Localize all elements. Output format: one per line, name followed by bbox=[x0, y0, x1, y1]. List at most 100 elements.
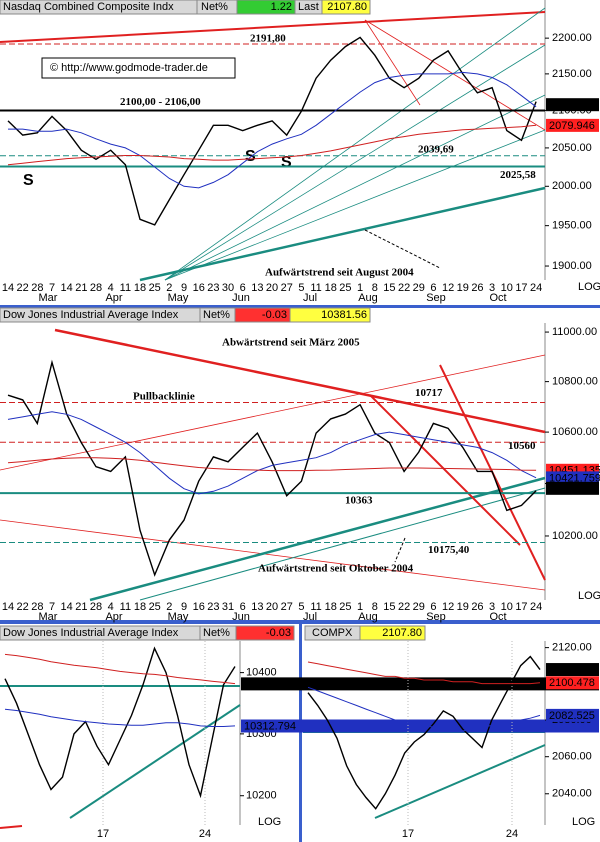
price-line bbox=[307, 655, 541, 810]
month-label: Mar bbox=[39, 611, 58, 623]
x-tick-label: 13 bbox=[251, 282, 263, 294]
marker-s: S bbox=[281, 154, 292, 171]
x-tick-label: 8 bbox=[372, 601, 378, 613]
x-tick-label: 19 bbox=[457, 282, 469, 294]
month-label: Aug bbox=[358, 292, 378, 304]
level-label: 2100,00 - 2106,00 bbox=[120, 96, 201, 108]
net-label: Net% bbox=[201, 1, 228, 13]
header-box bbox=[321, 0, 371, 15]
price-line bbox=[7, 36, 537, 226]
log-label: LOG bbox=[572, 816, 595, 828]
trend-line bbox=[164, 44, 546, 281]
x-tick-label: 11 bbox=[120, 601, 131, 613]
log-label: LOG bbox=[578, 281, 600, 293]
price-box-label: 10312.794 bbox=[244, 720, 296, 732]
y-tick-label: 1900.00 bbox=[552, 260, 592, 272]
x-tick-label: 10 bbox=[501, 282, 513, 294]
chart-title: COMPX bbox=[312, 627, 353, 639]
trend-line bbox=[89, 476, 546, 602]
log-label: LOG bbox=[258, 816, 281, 828]
moving-average bbox=[7, 411, 537, 495]
pointer bbox=[364, 229, 441, 269]
trend-line bbox=[69, 704, 241, 819]
x-tick-label: 25 bbox=[149, 601, 161, 613]
trend-line bbox=[364, 19, 421, 106]
month-label: May bbox=[168, 611, 189, 623]
month-label: Sep bbox=[426, 292, 446, 304]
y-tick-label: 10400 bbox=[246, 667, 277, 679]
x-tick-label: 11 bbox=[120, 282, 131, 294]
annotation: Aufwärtstrend seit August 2004 bbox=[265, 267, 414, 279]
x-tick-label: 18 bbox=[134, 601, 146, 613]
x-tick-label: 23 bbox=[207, 282, 219, 294]
x-tick-label: 12 bbox=[442, 601, 454, 613]
trend-line bbox=[0, 11, 546, 43]
price-box-label: 2082.525 bbox=[549, 710, 595, 722]
level-label: 10717 bbox=[415, 387, 443, 399]
x-tick-label: 21 bbox=[75, 601, 87, 613]
y-tick-label: 10200 bbox=[246, 790, 277, 802]
trend-lines bbox=[0, 7, 546, 829]
x-tick-label: 25 bbox=[149, 282, 161, 294]
y-tick-label: 2120.00 bbox=[552, 642, 592, 654]
x-tick-label: 16 bbox=[193, 601, 205, 613]
pointer bbox=[394, 537, 406, 563]
y-tick-label: 11000.00 bbox=[552, 326, 597, 338]
x-tick-label: 7 bbox=[49, 601, 55, 613]
x-tick-label: 6 bbox=[240, 601, 246, 613]
x-tick-label: 28 bbox=[31, 601, 43, 613]
x-tick-label: 22 bbox=[398, 282, 410, 294]
month-label: Oct bbox=[489, 611, 506, 623]
x-tick-label: 26 bbox=[471, 601, 483, 613]
price-box bbox=[546, 663, 599, 677]
x-tick-label: 9 bbox=[181, 282, 187, 294]
x-tick-label: 17 bbox=[402, 828, 414, 840]
net-value: -0.03 bbox=[262, 309, 287, 321]
trend-line bbox=[139, 487, 546, 601]
price-box bbox=[546, 471, 599, 485]
x-tick-label: 14 bbox=[2, 601, 14, 613]
moving-average bbox=[307, 686, 541, 732]
x-tick-label: 22 bbox=[17, 282, 29, 294]
x-tick-label: 6 bbox=[430, 601, 436, 613]
x-tick-label: 5 bbox=[298, 601, 304, 613]
moving-average bbox=[7, 457, 537, 472]
y-tick-label: 2000.00 bbox=[552, 180, 592, 192]
price-box-label: 10381.56 bbox=[549, 483, 595, 495]
x-tick-label: 23 bbox=[207, 601, 219, 613]
last-value: 10381.56 bbox=[321, 309, 367, 321]
x-tick-label: 26 bbox=[471, 282, 483, 294]
trend-line bbox=[0, 354, 546, 471]
x-tick-label: 15 bbox=[383, 601, 395, 613]
trend-line bbox=[374, 744, 546, 819]
x-tick-label: 18 bbox=[325, 282, 337, 294]
month-label: Oct bbox=[489, 292, 506, 304]
x-tick-label: 13 bbox=[251, 601, 263, 613]
month-label: Aug bbox=[358, 611, 378, 623]
annotation: Pullbacklinie bbox=[133, 391, 195, 403]
x-tick-label: 29 bbox=[413, 282, 425, 294]
y-tick-label: 2050.00 bbox=[552, 142, 592, 154]
x-tick-label: 31 bbox=[222, 601, 234, 613]
x-tick-label: 28 bbox=[31, 282, 43, 294]
x-tick-label: 14 bbox=[2, 282, 14, 294]
x-tick-label: 24 bbox=[506, 828, 518, 840]
trend-line bbox=[0, 825, 23, 829]
x-tick-label: 15 bbox=[383, 282, 395, 294]
x-tick-label: 6 bbox=[240, 282, 246, 294]
chart-title: Nasdaq Combined Composite Indx bbox=[3, 1, 174, 13]
level-label: 10560 bbox=[508, 440, 536, 452]
price-box-label: 2107.80 bbox=[549, 99, 589, 111]
y-tick-label: 1950.00 bbox=[552, 220, 592, 232]
price-box bbox=[241, 719, 599, 733]
x-tick-label: 8 bbox=[372, 282, 378, 294]
x-tick-label: 1 bbox=[357, 601, 363, 613]
month-label: Apr bbox=[105, 292, 122, 304]
annotation: Aufwärtstrend seit Oktober 2004 bbox=[258, 563, 414, 575]
x-tick-label: 24 bbox=[530, 601, 542, 613]
trend-line bbox=[139, 186, 546, 282]
level-label: 2039,69 bbox=[418, 143, 454, 155]
price-line bbox=[4, 646, 236, 799]
month-label: Jun bbox=[232, 611, 250, 623]
x-tick-label: 4 bbox=[108, 601, 114, 613]
